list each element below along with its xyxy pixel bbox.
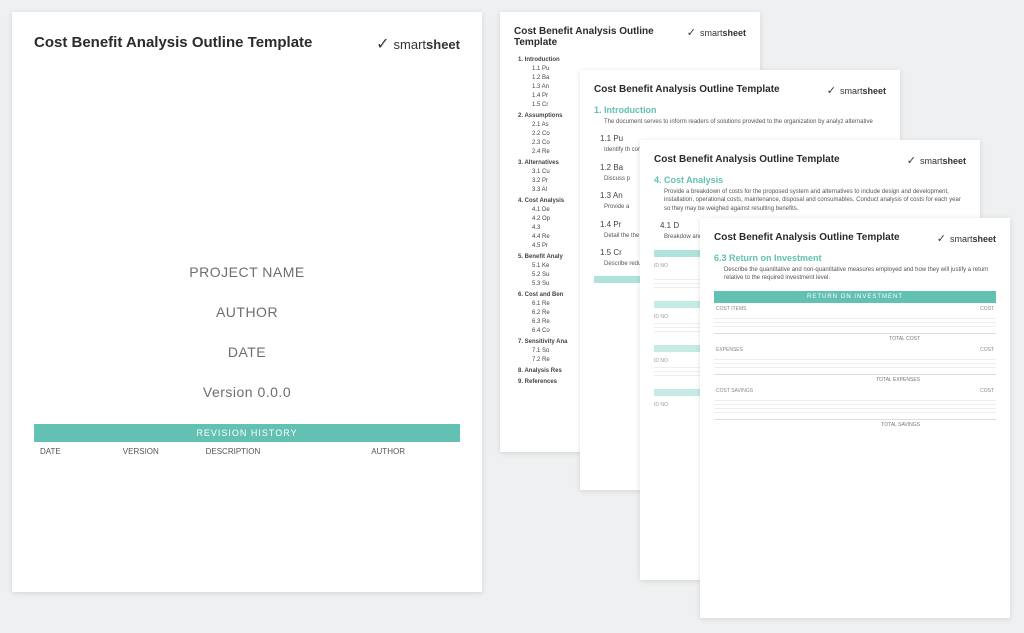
- project-name: PROJECT NAME: [34, 264, 460, 280]
- check-icon: ✓: [937, 232, 946, 245]
- total-savings-row: TOTAL SAVINGS: [714, 419, 996, 430]
- author: AUTHOR: [34, 304, 460, 320]
- page-roi: Cost Benefit Analysis Outline Template ✓…: [700, 218, 1010, 618]
- date: DATE: [34, 344, 460, 360]
- section-6-3: 6.3 Return on Investment: [714, 253, 996, 263]
- outline-section: 1. Introduction: [518, 56, 746, 65]
- section-6-3-body: Describe the quantitative and non-quanti…: [724, 266, 996, 283]
- roi-expenses-header: EXPENSES COST: [714, 344, 996, 356]
- doc-title: Cost Benefit Analysis Outline Template: [594, 84, 780, 95]
- revision-history-bar: REVISION HISTORY: [34, 424, 460, 442]
- doc-title: Cost Benefit Analysis Outline Template: [654, 154, 840, 165]
- version: Version 0.0.0: [34, 384, 460, 400]
- brand-logo: ✓ smartsheet: [937, 232, 996, 245]
- roi-cost-items-header: COST ITEMS COST: [714, 303, 996, 315]
- section-4-body: Provide a breakdown of costs for the pro…: [664, 188, 966, 213]
- roi-header-bar: RETURN ON INVESTMENT: [714, 291, 996, 303]
- check-icon: ✓: [907, 154, 916, 167]
- revision-columns: DATE VERSION DESCRIPTION AUTHOR: [34, 442, 460, 461]
- brand-logo: ✓ smartsheet: [827, 84, 886, 97]
- brand-logo: ✓ smartsheet: [907, 154, 966, 167]
- total-cost-row: TOTAL COST: [714, 333, 996, 344]
- check-icon: ✓: [827, 84, 836, 97]
- doc-title: Cost Benefit Analysis Outline Template: [514, 26, 687, 48]
- roi-savings-header: COST SAVINGS COST: [714, 385, 996, 397]
- doc-title: Cost Benefit Analysis Outline Template: [34, 34, 312, 51]
- page-cover: Cost Benefit Analysis Outline Template ✓…: [12, 12, 482, 592]
- section-1: 1. Introduction: [594, 105, 886, 115]
- section-1-body: The document serves to inform readers of…: [604, 118, 886, 126]
- brand-logo: ✓ smartsheet: [687, 26, 746, 39]
- check-icon: ✓: [376, 34, 389, 54]
- cover-fields: PROJECT NAME AUTHOR DATE Version 0.0.0: [34, 264, 460, 400]
- section-4: 4. Cost Analysis: [654, 175, 966, 185]
- check-icon: ✓: [687, 26, 696, 39]
- doc-title: Cost Benefit Analysis Outline Template: [714, 232, 900, 243]
- brand-logo: ✓ smartsheet: [376, 34, 460, 54]
- total-expenses-row: TOTAL EXPENSES: [714, 374, 996, 385]
